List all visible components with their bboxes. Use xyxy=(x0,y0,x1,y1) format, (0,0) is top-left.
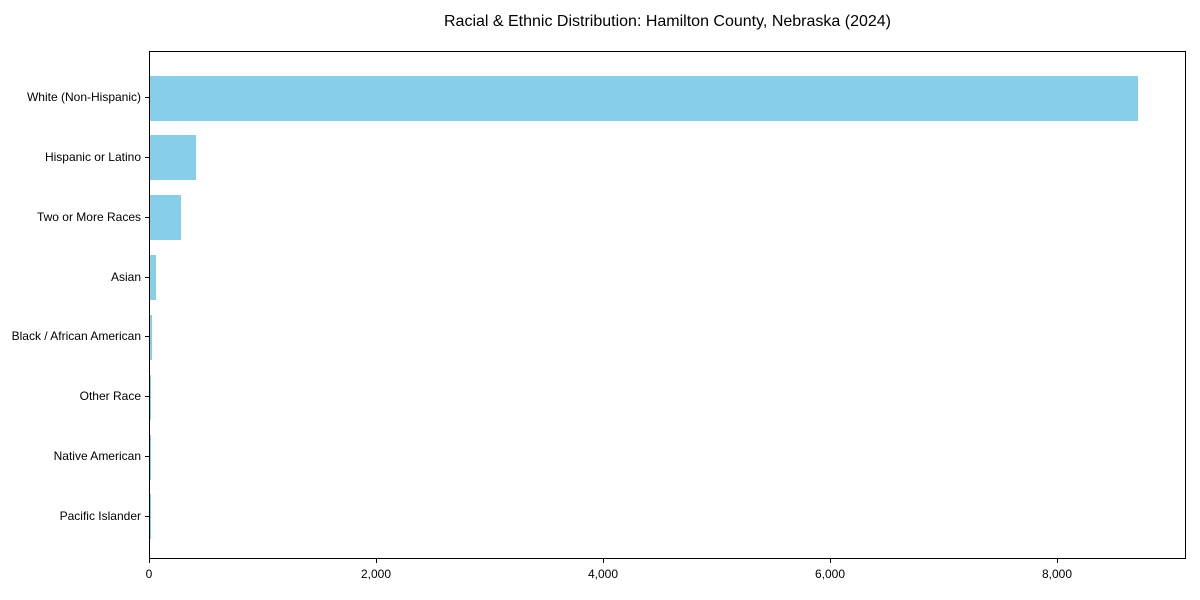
bar-asian xyxy=(150,255,156,301)
x-tick-mark xyxy=(149,559,150,563)
bar-native-american xyxy=(150,434,151,480)
x-tick-label: 4,000 xyxy=(587,567,619,581)
bar-two-or-more-races xyxy=(150,195,182,241)
y-tick-mark xyxy=(145,396,149,397)
category-label: White (Non-Hispanic) xyxy=(26,90,141,104)
bar-hispanic-or-latino xyxy=(150,135,196,181)
x-tick-mark xyxy=(376,559,377,563)
x-tick-mark xyxy=(1057,559,1058,563)
category-label: Pacific Islander xyxy=(59,509,141,523)
y-tick-mark xyxy=(145,516,149,517)
x-tick-label: 2,000 xyxy=(360,567,392,581)
category-label: Asian xyxy=(110,270,141,284)
category-label: Other Race xyxy=(79,389,141,403)
x-tick-mark xyxy=(830,559,831,563)
bar-white-non-hispanic xyxy=(150,75,1138,121)
y-tick-mark xyxy=(145,336,149,337)
x-tick-mark xyxy=(603,559,604,563)
bar-black-african-american xyxy=(150,314,152,360)
x-tick-label: 8,000 xyxy=(1041,567,1073,581)
y-tick-mark xyxy=(145,456,149,457)
category-label: Native American xyxy=(53,449,141,463)
x-tick-label: 6,000 xyxy=(814,567,846,581)
x-tick-label: 0 xyxy=(145,567,153,581)
y-tick-mark xyxy=(145,217,149,218)
category-label: Hispanic or Latino xyxy=(44,150,141,164)
category-label: Two or More Races xyxy=(36,210,141,224)
bar-other-race xyxy=(150,374,152,420)
plot-area xyxy=(149,51,1186,559)
chart-title: Racial & Ethnic Distribution: Hamilton C… xyxy=(443,13,891,30)
y-tick-mark xyxy=(145,157,149,158)
y-tick-mark xyxy=(145,277,149,278)
category-label: Black / African American xyxy=(11,329,141,343)
y-tick-mark xyxy=(145,97,149,98)
